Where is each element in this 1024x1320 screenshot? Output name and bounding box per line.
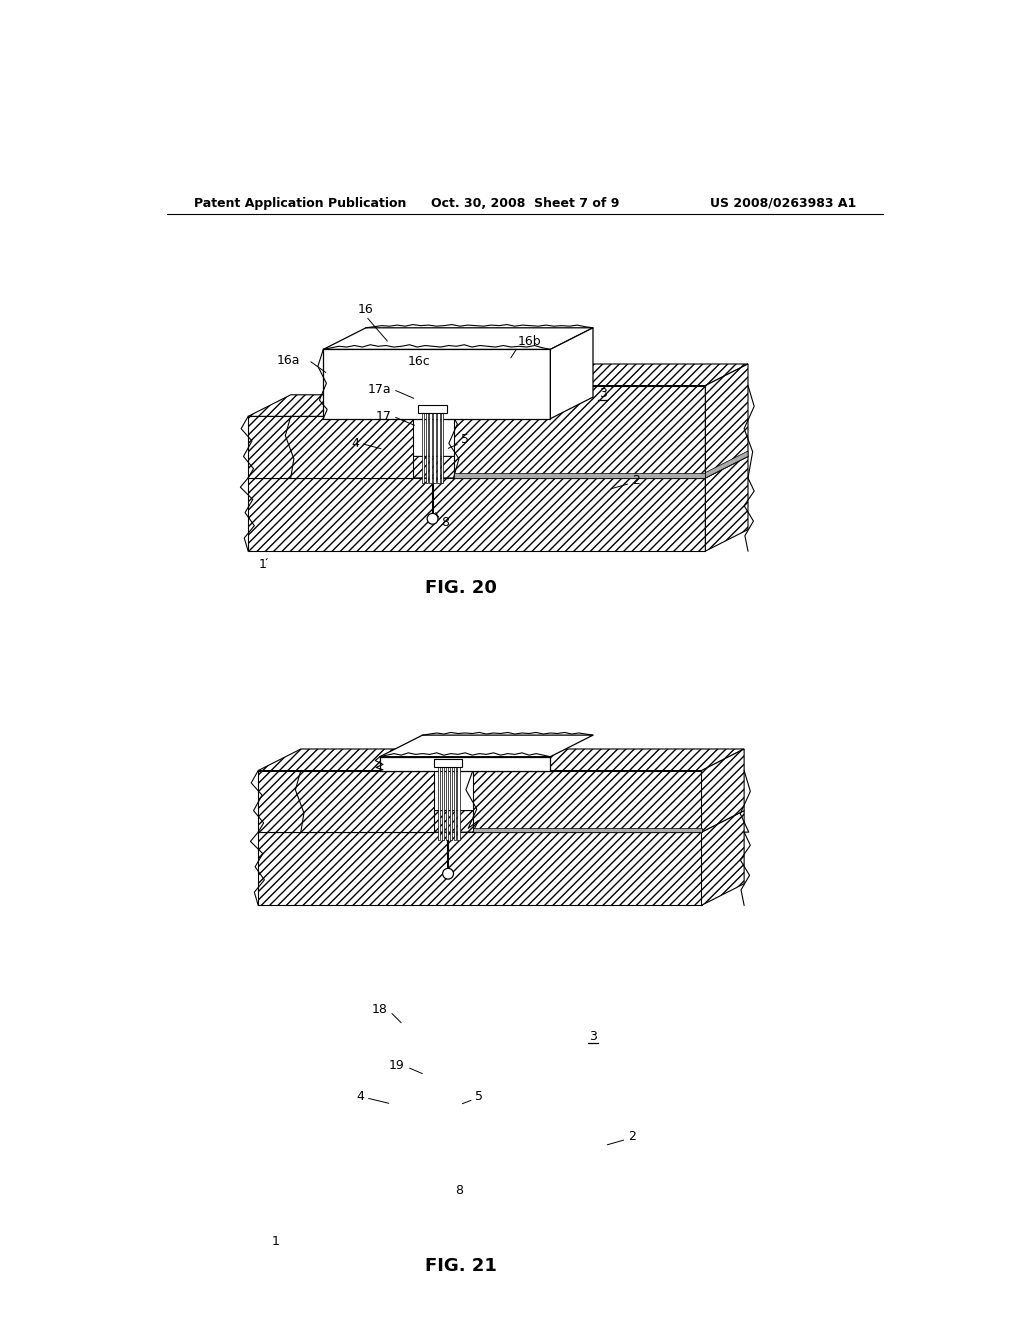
Text: 17: 17 <box>376 409 391 422</box>
Polygon shape <box>438 767 440 840</box>
Polygon shape <box>701 810 744 906</box>
Polygon shape <box>324 350 550 418</box>
Polygon shape <box>454 473 706 478</box>
Polygon shape <box>473 828 701 832</box>
Polygon shape <box>442 767 444 840</box>
Polygon shape <box>701 748 744 832</box>
Polygon shape <box>248 395 456 416</box>
Text: 5: 5 <box>461 433 469 446</box>
Polygon shape <box>422 412 424 483</box>
Text: FIG. 20: FIG. 20 <box>425 579 498 597</box>
Text: 16a: 16a <box>276 354 300 367</box>
Text: 16b: 16b <box>518 335 542 348</box>
Polygon shape <box>258 832 701 906</box>
Polygon shape <box>441 412 443 483</box>
Text: Patent Application Publication: Patent Application Publication <box>194 197 407 210</box>
Text: 3: 3 <box>589 1030 597 1043</box>
Text: 3: 3 <box>599 387 607 400</box>
Polygon shape <box>248 478 706 552</box>
Polygon shape <box>706 457 748 552</box>
Text: FIG. 21: FIG. 21 <box>425 1257 498 1275</box>
Text: 19: 19 <box>389 1059 404 1072</box>
Polygon shape <box>380 735 593 756</box>
Text: 8: 8 <box>441 516 450 529</box>
Polygon shape <box>473 748 744 771</box>
Polygon shape <box>550 327 593 418</box>
Polygon shape <box>248 416 414 478</box>
Text: 5: 5 <box>475 1090 483 1102</box>
Polygon shape <box>433 412 435 483</box>
Polygon shape <box>248 457 748 478</box>
Polygon shape <box>473 771 701 832</box>
Polygon shape <box>434 759 462 767</box>
Ellipse shape <box>442 869 454 879</box>
Text: 16: 16 <box>358 302 374 315</box>
Text: 16c: 16c <box>408 355 430 368</box>
Text: 1: 1 <box>258 558 266 572</box>
Polygon shape <box>706 364 748 478</box>
Text: 4: 4 <box>356 1090 365 1102</box>
Polygon shape <box>445 767 449 840</box>
Text: 18: 18 <box>372 1003 388 1016</box>
Polygon shape <box>454 364 748 385</box>
Text: 2: 2 <box>628 1130 636 1143</box>
Polygon shape <box>380 756 550 771</box>
Polygon shape <box>458 767 460 840</box>
Polygon shape <box>426 412 428 483</box>
Polygon shape <box>429 412 432 483</box>
Polygon shape <box>450 767 452 840</box>
Text: 2: 2 <box>632 474 640 487</box>
Polygon shape <box>418 405 447 412</box>
Polygon shape <box>454 767 456 840</box>
Text: US 2008/0263983 A1: US 2008/0263983 A1 <box>711 197 856 210</box>
Text: Oct. 30, 2008  Sheet 7 of 9: Oct. 30, 2008 Sheet 7 of 9 <box>431 197 618 210</box>
Polygon shape <box>706 451 748 478</box>
Text: 4: 4 <box>351 437 359 450</box>
Polygon shape <box>437 412 439 483</box>
Polygon shape <box>324 327 593 350</box>
Polygon shape <box>258 810 744 832</box>
Ellipse shape <box>427 513 438 524</box>
Polygon shape <box>258 771 434 832</box>
Polygon shape <box>454 385 706 478</box>
Text: 17a: 17a <box>368 383 391 396</box>
Text: 1: 1 <box>271 1236 280 1249</box>
Polygon shape <box>258 748 477 771</box>
Text: 8: 8 <box>455 1184 463 1197</box>
